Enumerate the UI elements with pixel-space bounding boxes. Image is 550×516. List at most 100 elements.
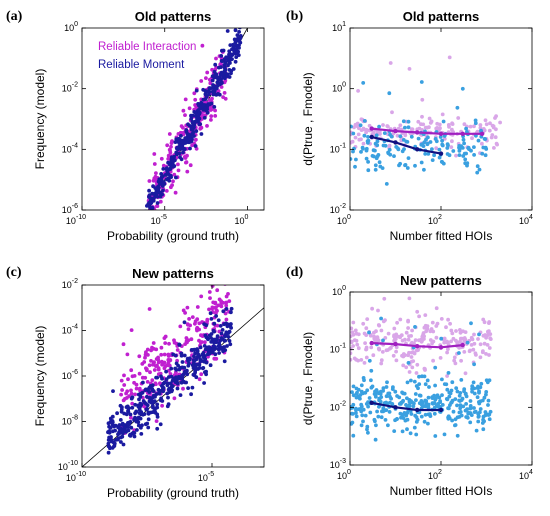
data-point — [218, 338, 223, 343]
data-point — [210, 305, 215, 310]
data-point — [468, 420, 473, 425]
data-point — [165, 404, 170, 409]
data-point — [218, 324, 223, 328]
data-point — [394, 332, 399, 337]
data-point — [167, 341, 171, 346]
data-point — [196, 114, 201, 119]
data-point — [369, 345, 374, 350]
y-tick-label: 10-1 — [330, 142, 346, 154]
data-point — [368, 333, 373, 338]
data-point — [150, 211, 154, 215]
data-point — [125, 396, 129, 400]
data-point — [237, 30, 242, 34]
y-tick-label: 10-2 — [330, 203, 346, 215]
data-point — [423, 152, 428, 156]
data-point — [409, 134, 414, 139]
data-point — [190, 385, 195, 390]
data-point — [159, 359, 164, 364]
data-point — [361, 419, 365, 424]
data-point — [485, 380, 490, 385]
data-point — [224, 303, 229, 308]
data-point — [434, 324, 439, 328]
data-point — [210, 89, 215, 94]
data-point — [118, 427, 122, 432]
y-tick-label: 100 — [332, 285, 346, 297]
data-point — [156, 187, 161, 192]
data-point — [152, 347, 156, 351]
data-point — [158, 422, 163, 427]
data-point — [395, 394, 399, 398]
panel-a: 10-10 10-5 100 10-6 10-4 10-2 100 Old patterns (… — [6, 9, 265, 243]
data-point — [213, 114, 218, 118]
data-point — [222, 359, 227, 364]
mean-point — [438, 131, 444, 137]
data-point — [191, 358, 196, 362]
data-point — [431, 329, 436, 334]
data-point — [175, 348, 180, 352]
data-point — [422, 325, 427, 330]
data-point — [417, 314, 421, 319]
data-point — [143, 387, 148, 392]
data-point — [121, 398, 126, 403]
data-point — [484, 390, 489, 394]
data-point — [161, 181, 165, 186]
data-point — [178, 324, 183, 329]
data-point — [132, 434, 137, 439]
data-point — [181, 386, 185, 391]
data-point — [373, 163, 378, 168]
data-point — [206, 347, 211, 352]
data-point — [137, 371, 142, 376]
data-point — [354, 157, 358, 162]
data-point — [211, 328, 216, 333]
data-point — [361, 127, 366, 132]
data-point — [120, 388, 124, 392]
data-point — [229, 306, 234, 311]
data-point — [394, 345, 399, 350]
data-point — [350, 157, 353, 161]
data-point — [392, 429, 397, 433]
data-point — [422, 419, 427, 424]
data-point — [229, 322, 233, 326]
data-point — [117, 423, 122, 427]
data-point — [404, 365, 409, 370]
data-point — [374, 423, 378, 428]
data-point — [430, 401, 435, 405]
data-point — [410, 365, 415, 370]
data-point — [197, 321, 202, 326]
data-point — [225, 324, 230, 329]
data-point — [426, 135, 430, 140]
data-point — [156, 367, 161, 372]
data-point — [380, 166, 385, 171]
data-point — [381, 386, 386, 390]
data-point — [379, 395, 384, 399]
data-point — [158, 177, 163, 182]
data-point — [369, 385, 374, 390]
data-point — [151, 184, 156, 189]
data-point — [463, 330, 468, 334]
data-point — [225, 344, 229, 348]
data-point — [375, 139, 380, 144]
data-point — [447, 406, 451, 411]
data-point — [435, 121, 440, 126]
data-point — [176, 136, 181, 141]
data-point — [407, 67, 412, 71]
data-point — [178, 155, 182, 160]
data-point — [465, 415, 470, 420]
data-point — [148, 370, 152, 375]
data-point — [351, 402, 356, 407]
data-point — [203, 370, 207, 375]
data-point — [398, 123, 403, 128]
data-point — [155, 426, 160, 431]
data-point — [234, 38, 238, 43]
x-tick-label: 100 — [337, 214, 351, 226]
legend: Reliable Interaction Reliable Moment — [98, 41, 196, 71]
data-point — [230, 47, 234, 52]
data-point — [151, 400, 156, 405]
data-point — [196, 102, 201, 106]
data-point — [405, 380, 410, 385]
data-point — [459, 413, 464, 418]
data-point — [109, 435, 113, 439]
mean-point — [438, 407, 444, 413]
data-point — [121, 442, 126, 447]
data-point — [209, 114, 214, 118]
